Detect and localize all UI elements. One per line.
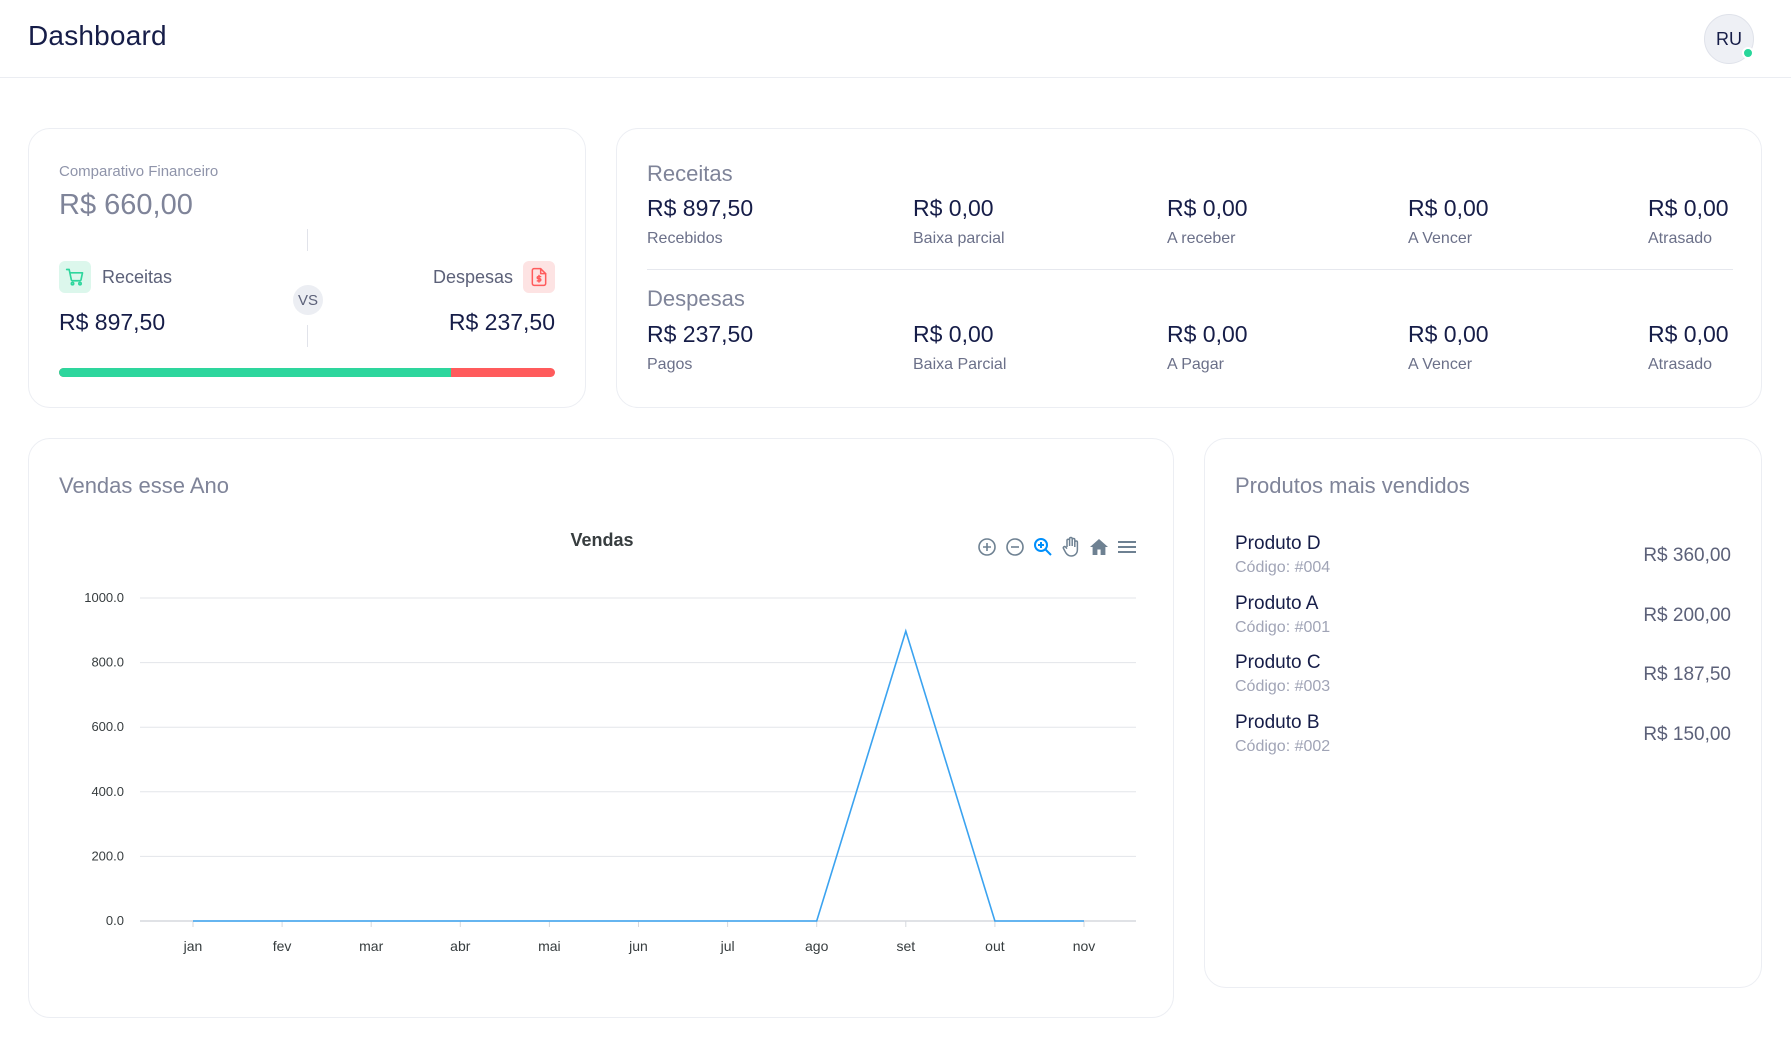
stat-value: R$ 0,00 [1648, 195, 1729, 221]
stat-label: Baixa parcial [913, 230, 1005, 247]
financial-comparison-card: Comparativo Financeiro R$ 660,00 Receita… [28, 128, 586, 408]
stat-value: R$ 897,50 [647, 195, 754, 221]
stat-label: Recebidos [647, 230, 723, 247]
vs-badge: VS [293, 285, 323, 315]
product-list-item[interactable]: Produto C Código: #003 R$ 187,50 [1235, 652, 1731, 704]
income-expense-summary-card: Receitas R$ 897,50 Recebidos R$ 0,00 Bai… [616, 128, 1762, 408]
x-tick-label: ago [805, 938, 829, 954]
stat-value: R$ 0,00 [1167, 195, 1248, 221]
despesas-label: Despesas [432, 267, 513, 287]
y-tick-label: 400.0 [91, 784, 124, 799]
stat-value: R$ 0,00 [1408, 195, 1489, 221]
vs-divider-top [307, 229, 308, 251]
stat-label: Pagos [647, 356, 693, 373]
product-name: Produto A [1235, 593, 1319, 614]
product-name: Produto D [1235, 533, 1321, 554]
stat-label: A receber [1167, 230, 1236, 247]
stat-label: Baixa Parcial [913, 356, 1007, 373]
stat-value: R$ 0,00 [913, 195, 994, 221]
x-tick-label: mar [359, 938, 383, 954]
x-tick-label: jun [628, 938, 648, 954]
x-tick-label: jan [183, 938, 203, 954]
y-tick-label: 0.0 [106, 913, 124, 928]
zoom-in-icon[interactable] [975, 535, 999, 559]
product-name: Produto B [1235, 712, 1320, 733]
receitas-value: R$ 897,50 [59, 309, 166, 335]
y-tick-label: 1000.0 [84, 590, 124, 605]
receitas-label: Receitas [102, 267, 173, 287]
stat-value: R$ 0,00 [913, 321, 994, 347]
y-tick-label: 600.0 [91, 719, 124, 734]
comparison-label: Comparativo Financeiro [59, 163, 219, 180]
y-tick-label: 800.0 [91, 655, 124, 670]
top-products-card: Produtos mais vendidos Produto D Código:… [1204, 438, 1762, 988]
product-list-item[interactable]: Produto A Código: #001 R$ 200,00 [1235, 593, 1731, 645]
top-products-title: Produtos mais vendidos [1235, 473, 1470, 498]
x-tick-label: mai [538, 938, 561, 954]
chart-toolbar [975, 535, 1139, 559]
stat-label: A Vencer [1408, 230, 1473, 247]
comparison-total: R$ 660,00 [59, 189, 193, 221]
x-tick-label: abr [450, 938, 471, 954]
x-tick-label: out [985, 938, 1005, 954]
home-reset-icon[interactable] [1087, 535, 1111, 559]
sales-series-line [193, 628, 1084, 922]
x-tick-label: jul [720, 938, 735, 954]
receitas-progress-fill [59, 368, 451, 377]
avatar-initials: RU [1716, 28, 1742, 49]
avatar[interactable]: RU [1704, 14, 1754, 64]
stat-label: Atrasado [1648, 230, 1713, 247]
vs-divider-bottom [307, 325, 308, 347]
top-bar: Dashboard RU [0, 0, 1791, 78]
x-tick-label: fev [273, 938, 292, 954]
product-list-item[interactable]: Produto D Código: #004 R$ 360,00 [1235, 533, 1731, 585]
pan-hand-icon[interactable] [1059, 535, 1083, 559]
page-title: Dashboard [28, 20, 167, 51]
product-code: Código: #002 [1235, 738, 1331, 755]
selection-zoom-icon[interactable] [1031, 535, 1055, 559]
receitas-section-title: Receitas [647, 161, 733, 186]
despesas-value: R$ 237,50 [448, 309, 555, 335]
stat-value: R$ 0,00 [1648, 321, 1729, 347]
product-price: R$ 187,50 [1643, 664, 1731, 685]
sales-line-chart: Vendas 0.0 200.0 400.0 600.0 800.0 1000.0 jan fe… [84, 530, 1136, 954]
product-code: Código: #003 [1235, 678, 1331, 695]
product-name: Produto C [1235, 652, 1321, 673]
despesas-section-title: Despesas [647, 286, 745, 311]
sales-card-title: Vendas esse Ano [59, 473, 230, 498]
product-price: R$ 150,00 [1643, 724, 1731, 745]
section-divider [647, 269, 1733, 270]
stat-value: R$ 0,00 [1408, 321, 1489, 347]
stat-label: Atrasado [1648, 356, 1713, 373]
receitas-despesas-progress-bar [59, 368, 555, 377]
product-price: R$ 200,00 [1643, 605, 1731, 626]
chart-title: Vendas [570, 530, 633, 550]
stat-label: A Pagar [1167, 356, 1224, 373]
online-status-dot [1742, 47, 1754, 59]
product-list-item[interactable]: Produto B Código: #002 R$ 150,00 [1235, 712, 1731, 764]
stat-value: R$ 0,00 [1167, 321, 1248, 347]
menu-icon[interactable] [1115, 535, 1139, 559]
stat-value: R$ 237,50 [647, 321, 754, 347]
product-price: R$ 360,00 [1643, 545, 1731, 566]
product-code: Código: #004 [1235, 559, 1331, 576]
zoom-out-icon[interactable] [1003, 535, 1027, 559]
stat-label: A Vencer [1408, 356, 1473, 373]
x-tick-label: set [896, 938, 915, 954]
x-tick-label: nov [1073, 938, 1096, 954]
dollar-document-icon [523, 261, 555, 293]
shopping-cart-icon [59, 261, 91, 293]
y-tick-label: 200.0 [91, 848, 124, 863]
product-code: Código: #001 [1235, 619, 1331, 636]
sales-chart-card: Vendas esse Ano Vendas 0.0 200.0 400.0 600.0… [28, 438, 1174, 1018]
